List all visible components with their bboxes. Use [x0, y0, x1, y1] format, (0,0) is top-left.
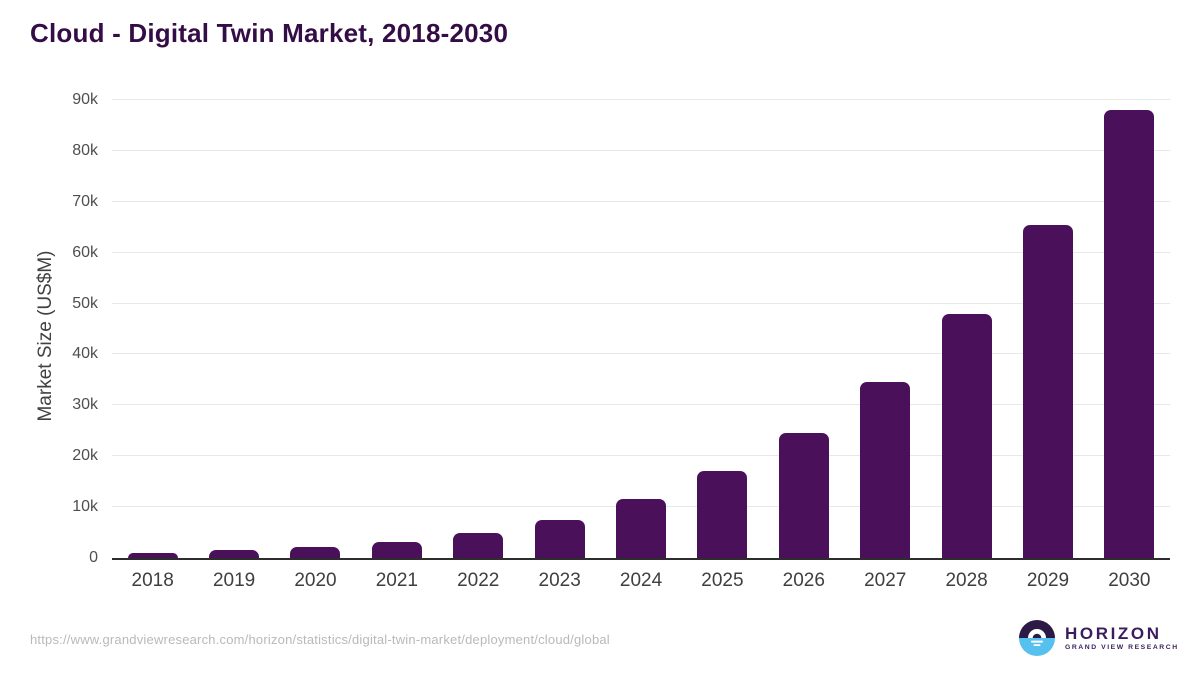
bar-2021[interactable] [371, 541, 422, 558]
x-axis-tick-labels: 2018 2019 2020 2021 2022 2023 2024 2025 2026 2027… [112, 568, 1170, 594]
gridline [112, 353, 1170, 355]
gridline [112, 99, 1170, 100]
x-tick-label-2026: 2026 [782, 570, 825, 591]
gridline [112, 455, 1170, 457]
gridline [112, 404, 1170, 406]
bar-2026[interactable] [778, 432, 829, 558]
x-tick-label-2025: 2025 [701, 570, 744, 591]
horizon-logo-icon [1019, 620, 1055, 656]
bar-2030[interactable] [1104, 110, 1155, 558]
bar-2018[interactable] [127, 552, 178, 558]
logo-text: HORIZON GRAND VIEW RESEARCH [1065, 625, 1179, 652]
bar-slot [763, 100, 844, 558]
x-tick-label-2028: 2028 [945, 570, 988, 591]
y-tick-label: 10k [72, 498, 98, 516]
x-tick-label-2027: 2027 [864, 570, 907, 591]
y-tick-label: 90k [72, 91, 98, 108]
x-tick-label-2023: 2023 [538, 570, 581, 591]
bar-slot [1007, 100, 1088, 558]
y-tick-label: 40k [72, 345, 98, 363]
gridline [112, 251, 1170, 253]
bar-slot [356, 100, 437, 558]
chart-title: Cloud - Digital Twin Market, 2018-2030 [30, 18, 509, 48]
bar-slot [1089, 100, 1170, 558]
x-tick-label-2021: 2021 [375, 570, 418, 591]
y-tick-label: 60k [72, 243, 98, 261]
bar-series [112, 100, 1170, 558]
bar-2020[interactable] [290, 547, 341, 558]
source-url: https://www.grandviewresearch.com/horizo… [30, 632, 610, 647]
bar-2022[interactable] [453, 533, 504, 558]
x-tick-label-2024: 2024 [619, 570, 663, 591]
bar-slot [275, 100, 356, 558]
logo-wordmark: HORIZON [1065, 623, 1162, 643]
y-tick-label: 0 [89, 549, 98, 566]
bar-2028[interactable] [941, 314, 992, 558]
x-tick-label-2018: 2018 [131, 570, 174, 591]
x-tick-label-2030: 2030 [1108, 570, 1151, 591]
x-tick-label-2022: 2022 [457, 570, 500, 591]
logo-subtext: GRAND VIEW RESEARCH [1065, 643, 1179, 651]
y-tick-label: 80k [72, 141, 98, 159]
bar-2027[interactable] [860, 381, 911, 558]
x-tick-label-2019: 2019 [212, 570, 256, 591]
bar-slot [926, 100, 1007, 558]
bar-slot [112, 100, 193, 558]
bar-slot [600, 100, 681, 558]
gridline [112, 302, 1170, 304]
bar-2025[interactable] [697, 470, 748, 558]
bar-slot [193, 100, 274, 558]
bar-slot [845, 100, 926, 558]
bar-2024[interactable] [616, 498, 667, 558]
gridline [112, 200, 1170, 202]
plot-area [112, 99, 1170, 560]
y-tick-label: 30k [72, 396, 98, 414]
bar-2029[interactable] [1022, 225, 1073, 558]
y-tick-label: 50k [72, 294, 98, 312]
y-axis-tick-labels: 0 10k 20k 30k 40k 50k 60k 70k 80k 90k [0, 92, 98, 566]
x-tick-label-2020: 2020 [294, 570, 337, 591]
bar-slot [519, 100, 600, 558]
y-tick-label: 70k [72, 192, 98, 210]
bar-2023[interactable] [534, 520, 585, 558]
bar-slot [682, 100, 763, 558]
gridline [112, 149, 1170, 151]
horizon-logo: HORIZON GRAND VIEW RESEARCH [1019, 620, 1179, 656]
x-tick-label-2029: 2029 [1026, 570, 1070, 591]
y-tick-label: 20k [72, 447, 98, 465]
bar-slot [438, 100, 519, 558]
bar-2019[interactable] [209, 550, 260, 558]
